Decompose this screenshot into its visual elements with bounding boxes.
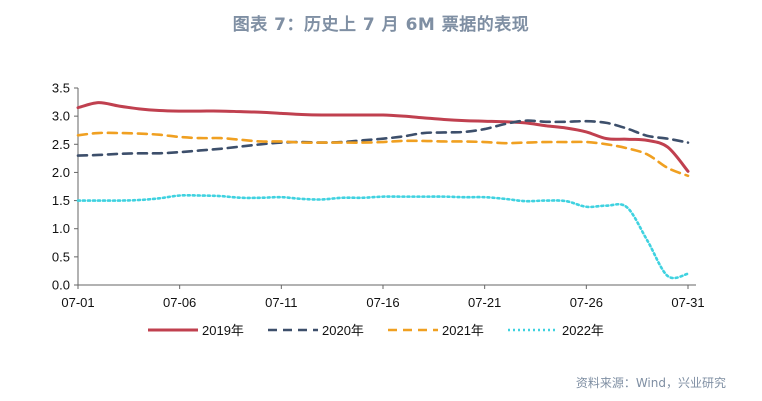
x-tick-label: 07-06 <box>163 295 196 310</box>
y-tick-label: 2.0 <box>52 165 70 180</box>
y-tick-label: 2.5 <box>52 137 70 152</box>
series-lines <box>76 101 690 280</box>
legend-label: 2021年 <box>442 323 484 338</box>
chart-title: 图表 7：历史上 7 月 6M 票据的表现 <box>232 15 530 35</box>
y-tick-label: 3.5 <box>52 81 70 96</box>
y-tick-label: 0.0 <box>52 278 70 293</box>
series-line-2020 <box>76 119 690 157</box>
y-tick-label: 1.0 <box>52 221 70 236</box>
legend-label: 2020年 <box>322 323 364 338</box>
y-tick-label: 3.0 <box>52 109 70 124</box>
x-tick-label: 07-21 <box>468 295 501 310</box>
series-line-2021 <box>76 131 690 178</box>
x-tick-label: 07-01 <box>61 295 94 310</box>
series-line-2022 <box>76 193 690 280</box>
legend-label: 2022年 <box>562 323 604 338</box>
y-tick-labels: 0.0 0.5 1.0 1.5 2.0 2.5 3.0 3.5 <box>52 81 78 293</box>
legend: 2019年 2020年 2021年 2022年 <box>148 323 604 338</box>
x-tick-label: 07-11 <box>265 295 297 310</box>
y-tick-label: 0.5 <box>52 249 70 264</box>
legend-label: 2019年 <box>202 323 244 338</box>
x-tick-label: 07-31 <box>671 295 704 310</box>
x-tick-label: 07-26 <box>570 295 603 310</box>
chart-source: 资料来源：Wind，兴业研究 <box>575 376 726 390</box>
y-tick-label: 1.5 <box>52 193 70 208</box>
x-tick-labels: 07-01 07-06 07-11 07-16 07-21 07-26 07-31 <box>61 285 705 310</box>
series-line-2019 <box>76 101 690 173</box>
x-tick-label: 07-16 <box>366 295 399 310</box>
chart-axes <box>77 88 696 286</box>
